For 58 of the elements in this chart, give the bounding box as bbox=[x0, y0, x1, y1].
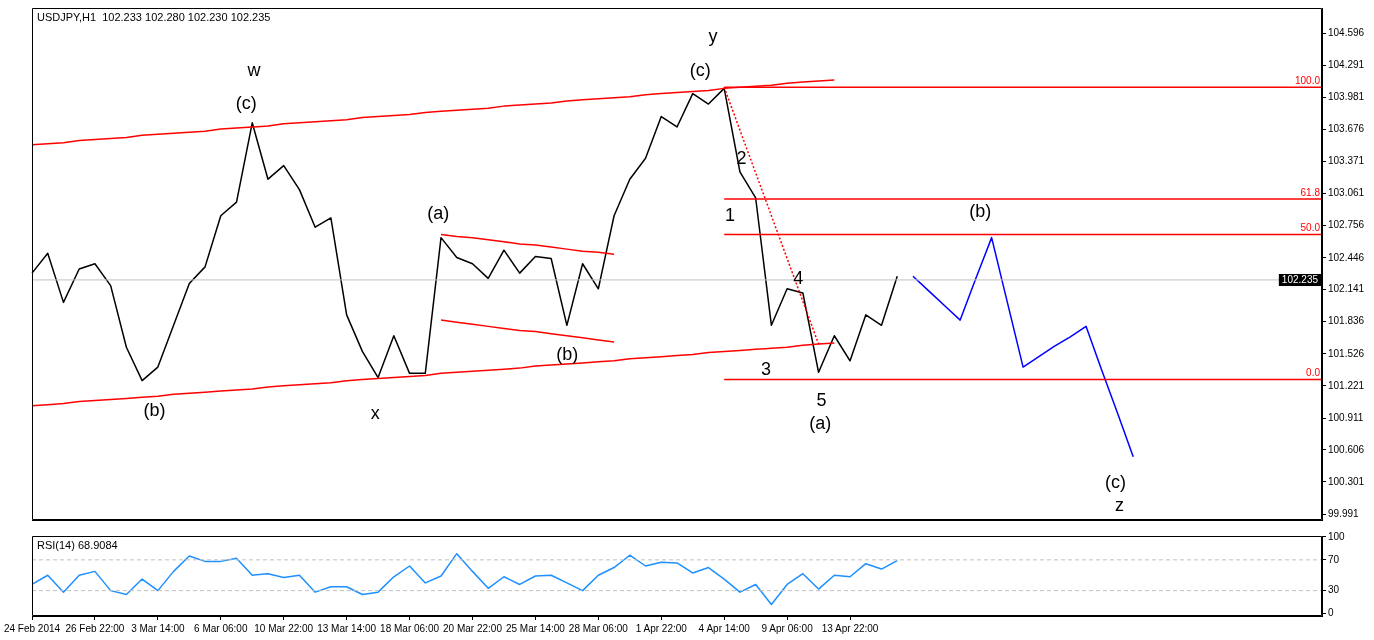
x-tick-label: 4 Apr 14:00 bbox=[698, 622, 751, 634]
annotation: (b) bbox=[556, 344, 579, 365]
y-tick-label: 103.676 bbox=[1328, 123, 1365, 135]
y-tick-label: 101.526 bbox=[1328, 347, 1365, 359]
annotation: 2 bbox=[736, 148, 747, 169]
x-tick-label: 25 Mar 14:00 bbox=[505, 622, 566, 634]
y-tick-label: 103.981 bbox=[1328, 91, 1365, 103]
annotation: (a) bbox=[427, 202, 450, 223]
annotation: (c) bbox=[1105, 472, 1127, 493]
y-tick-label: 30 bbox=[1328, 584, 1340, 596]
x-tick-label: 9 Apr 06:00 bbox=[761, 622, 814, 634]
annotation: w bbox=[246, 60, 262, 81]
x-tick-label: 20 Mar 22:00 bbox=[443, 622, 503, 634]
annotation: (b) bbox=[969, 200, 992, 221]
y-tick-label: 100 bbox=[1328, 530, 1346, 542]
annotation: x bbox=[370, 403, 380, 424]
series-label: 61.8 bbox=[1300, 186, 1321, 198]
y-tick-label: 70 bbox=[1328, 553, 1340, 565]
x-tick-label: 6 Mar 06:00 bbox=[194, 622, 248, 634]
y-tick-label: 102.756 bbox=[1328, 219, 1365, 231]
y-tick-label: 100.301 bbox=[1328, 475, 1365, 487]
x-tick-label: 13 Mar 14:00 bbox=[317, 622, 377, 634]
x-tick-label: 28 Mar 06:00 bbox=[568, 622, 629, 634]
annotation: (a) bbox=[809, 413, 832, 434]
x-tick-label: 18 Mar 06:00 bbox=[380, 622, 440, 634]
x-tick-label: 13 Apr 22:00 bbox=[821, 622, 879, 634]
x-tick-label: 10 Mar 22:00 bbox=[254, 622, 314, 634]
chart-title: USDJPY,H1 102.233 102.280 102.230 102.235 bbox=[37, 10, 271, 23]
y-tick-label: 101.836 bbox=[1328, 315, 1365, 327]
y-tick-label: 104.596 bbox=[1328, 27, 1365, 39]
y-tick-label: 0 bbox=[1328, 607, 1334, 619]
x-tick-label: 26 Feb 22:00 bbox=[65, 622, 125, 634]
y-tick-label: 102.446 bbox=[1328, 251, 1365, 263]
y-tick-label: 99.991 bbox=[1328, 507, 1360, 519]
x-tick-label: 1 Apr 22:00 bbox=[635, 622, 688, 634]
ref-line-label: 102.235 bbox=[1281, 273, 1319, 285]
annotation: z bbox=[1114, 494, 1124, 515]
y-tick-label: 103.371 bbox=[1328, 155, 1365, 167]
annotation: y bbox=[708, 26, 718, 47]
y-tick-label: 102.141 bbox=[1328, 283, 1365, 295]
annotation: 4 bbox=[793, 268, 804, 289]
series-label: 100.0 bbox=[1294, 75, 1321, 87]
series-label: 50.0 bbox=[1300, 222, 1321, 234]
y-tick-label: 104.291 bbox=[1328, 59, 1365, 71]
y-tick-label: 103.061 bbox=[1328, 187, 1365, 199]
annotation: 1 bbox=[724, 204, 735, 225]
annotation: (c) bbox=[689, 60, 711, 81]
y-tick-label: 100.606 bbox=[1328, 443, 1365, 455]
annotation: (c) bbox=[235, 92, 257, 113]
series-label: 0.0 bbox=[1306, 367, 1321, 379]
x-tick-label: 3 Mar 14:00 bbox=[131, 622, 185, 634]
annotation: 5 bbox=[816, 390, 827, 411]
chart-title: RSI(14) 68.9084 bbox=[37, 538, 118, 551]
y-tick-label: 101.221 bbox=[1328, 379, 1365, 391]
annotation: 3 bbox=[761, 358, 772, 379]
x-tick-label: 24 Feb 2014 bbox=[3, 622, 61, 634]
annotation: (b) bbox=[143, 399, 166, 420]
y-tick-label: 100.911 bbox=[1328, 411, 1364, 423]
